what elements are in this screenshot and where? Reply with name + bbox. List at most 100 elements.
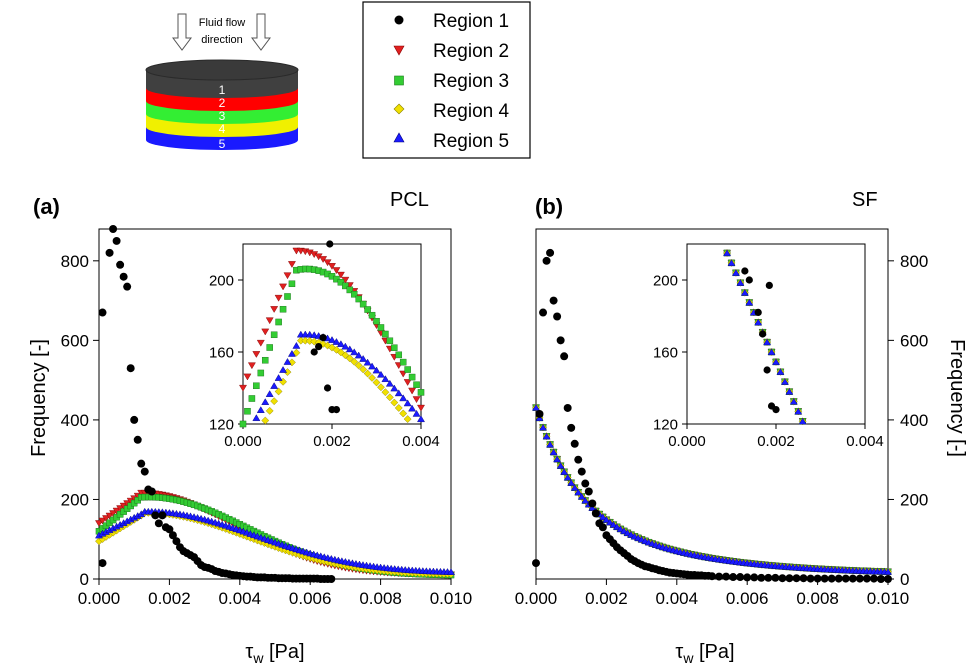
panel-a-point-region-1 xyxy=(112,236,121,245)
panel-a-point-region-2 xyxy=(109,510,118,518)
layer-label-3: 3 xyxy=(219,109,226,123)
plot-layer: 0.000 0.002 0.004 0.006 0.008 0.0100200400600… xyxy=(61,225,928,608)
panel-b-inset-point-region-1 xyxy=(763,366,771,374)
panel-a-inset-point-region-3 xyxy=(337,279,345,286)
panel-b-inset-point-region-1 xyxy=(745,276,753,284)
panel-b-point-region-1 xyxy=(785,574,794,583)
panel-a-inset-point-region-5 xyxy=(403,399,412,407)
panel-b-inset-xtick-label: 0.002 xyxy=(757,433,795,450)
panel-a-point-region-1 xyxy=(123,282,132,291)
layer-label-1: 1 xyxy=(219,83,226,97)
panel-a-point-region-1 xyxy=(98,308,107,317)
panel-b-inset-point-region-5 xyxy=(789,397,798,405)
panel-a-inset-frame xyxy=(242,243,422,425)
panel-a-inset-point-region-5 xyxy=(279,366,287,373)
panel-b-point-region-1 xyxy=(542,256,551,265)
panel-b-inset-point-region-5 xyxy=(745,298,754,306)
panel-b-inset-point-region-5 xyxy=(740,288,749,296)
panel-a-inset-point-region-5 xyxy=(274,374,283,381)
panel-a-point-region-1 xyxy=(126,364,135,373)
panel-a-inset-point-region-4 xyxy=(394,404,403,412)
panel-b-point-region-1 xyxy=(546,248,555,257)
panel-a-inset-point-region-3 xyxy=(346,286,354,294)
panel-b-inset-point-region-5 xyxy=(736,279,745,286)
panel-a-inset-point-region-4 xyxy=(265,406,274,415)
panel-a-inset-point-region-4 xyxy=(323,341,332,350)
panel-a-inset-point-region-2 xyxy=(417,404,425,412)
panel-a-inset-point-region-4 xyxy=(270,397,279,406)
panel-b-inset-point-region-5 xyxy=(798,417,807,425)
panel-a-inset-point-region-3 xyxy=(266,344,273,351)
panel-a-inset-ytick-label: 120 xyxy=(209,416,234,433)
panel-b-point-region-5 xyxy=(609,520,618,528)
panel-a-inset-point-region-2 xyxy=(403,379,412,386)
panel-a-inset-point-region-5 xyxy=(345,345,354,353)
panel-b-point-region-5 xyxy=(598,513,607,521)
panel-a-inset-point-region-5 xyxy=(256,406,265,413)
panel-b-xtick-label: 0.004 xyxy=(656,589,699,608)
panel-b-point-region-1 xyxy=(535,409,544,418)
panel-a-inset-point-region-3 xyxy=(359,300,367,308)
legend-marker-region-3 xyxy=(394,75,404,86)
panel-a-inset-point-region-5 xyxy=(305,330,314,338)
panel-a-inset-point-region-5 xyxy=(417,415,425,423)
panel-a-point-region-1 xyxy=(116,260,125,269)
flow-arrow-right-icon xyxy=(251,13,271,51)
panel-a-inset-point-region-3 xyxy=(248,395,256,402)
panel-a-inset-point-region-5 xyxy=(359,355,368,362)
panel-a-inset-point-region-2 xyxy=(283,272,292,280)
panel-b-point-region-1 xyxy=(750,573,759,582)
panel-a-inset-point-region-5 xyxy=(341,342,350,350)
panel-b-inset-point-region-5 xyxy=(794,407,803,415)
panel-b-point-region-1 xyxy=(743,573,752,582)
panel-a-inset-point-region-1 xyxy=(310,348,318,356)
legend: Region 1 Region 2 Region 3 Region 4 Regi… xyxy=(362,1,531,159)
panel-a-inset-point-region-3 xyxy=(404,366,411,373)
panel-b-point-region-1 xyxy=(834,574,843,583)
panel-b-ytick-label: 400 xyxy=(900,411,928,430)
panel-a-ytick-label: 200 xyxy=(61,490,89,509)
panel-a-inset-point-region-1 xyxy=(319,333,327,342)
panel-a-inset-point-region-2 xyxy=(261,328,270,336)
panel-b-point-region-5 xyxy=(605,518,614,526)
panel-b-point-region-1 xyxy=(820,574,829,583)
panel-b-xtick-label: 0.002 xyxy=(585,589,628,608)
panel-a-point-region-2 xyxy=(95,520,103,527)
panel-a-inset-point-region-1 xyxy=(332,405,341,414)
panel-a-xtick-label: 0.004 xyxy=(219,589,262,608)
panel-b-inset-point-region-5 xyxy=(780,378,789,385)
scaffold-schematic: Fluid flow direction 1 2 3 4 5 xyxy=(145,13,299,151)
panel-a-inset-point-region-3 xyxy=(279,305,287,313)
panel-b-series xyxy=(532,248,892,583)
panel-a-inset-ytick-label: 160 xyxy=(209,344,234,361)
flow-caption-line2: direction xyxy=(201,34,243,46)
panel-b-xlabel: τw [Pa] xyxy=(675,641,734,666)
panel-b-point-region-1 xyxy=(771,573,780,582)
panel-a-inset-point-region-2 xyxy=(328,263,336,270)
panel-b-point-region-1 xyxy=(778,574,787,583)
panel-b-inset-xtick-label: 0.004 xyxy=(846,433,884,450)
legend-label-region-4: Region 4 xyxy=(433,101,509,122)
panel-a-point-region-1 xyxy=(133,435,142,444)
panel-a-inset-point-region-4 xyxy=(368,374,376,382)
panel-a-series xyxy=(95,225,455,583)
panel-b-point-region-1 xyxy=(563,403,572,412)
panel-a-inset-point-region-5 xyxy=(412,409,421,417)
panel-a-inset-point-region-3 xyxy=(239,420,247,428)
legend-box xyxy=(362,1,531,159)
panel-a-point-region-1 xyxy=(137,459,146,468)
panel-b-inset-xtick-label: 0.000 xyxy=(668,433,706,450)
panel-a-inset-point-region-3 xyxy=(253,382,260,390)
panel-a-inset-point-region-3 xyxy=(395,351,403,359)
legend-marker-region-1 xyxy=(394,15,404,25)
panel-b-title: SF xyxy=(852,189,878,211)
panel-b-ylabel: Frequency [-] xyxy=(946,339,968,457)
panel-b-point-region-5 xyxy=(581,496,590,504)
panel-b-inset-ytick-label: 120 xyxy=(653,416,678,433)
panel-a-xtick-label: 0.010 xyxy=(430,589,473,608)
panel-a-point-region-2 xyxy=(98,517,107,525)
panel-b-inset-point-region-5 xyxy=(732,269,740,276)
panel-a-inset-point-region-3 xyxy=(244,407,251,415)
panel-a-inset-point-region-5 xyxy=(252,414,261,421)
panel-a-point-region-2 xyxy=(112,507,121,515)
